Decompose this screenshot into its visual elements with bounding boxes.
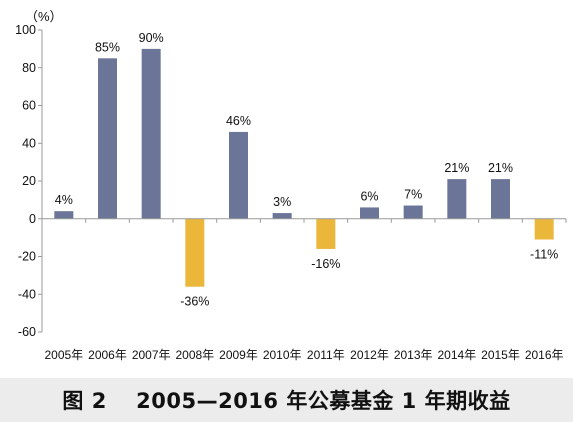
bar [98, 58, 117, 219]
bar-chart: （%） 100 80 60 40 20 0 -20 -40 -60 4% 85% 90% -36% 46… [15, 9, 567, 362]
bar [491, 179, 510, 219]
bar [316, 218, 336, 249]
bar [54, 211, 74, 219]
figure-caption: 图 2 2005—2016 年公募基金 1 年期收益 [0, 378, 573, 422]
y-ticks: 100 80 60 40 20 0 -20 -40 -60 [15, 23, 42, 339]
x-ticks: 2005年 2006年 2007年 2008年 2009年 2010年 2011年 2012年… [44, 348, 563, 362]
y-tick-label: 60 [22, 99, 36, 113]
x-tick-label: 2016年 [525, 348, 564, 362]
bar [403, 205, 423, 219]
x-tick-label: 2012年 [350, 348, 389, 362]
y-tick-label: -40 [18, 287, 36, 301]
x-tick-label: 2010年 [263, 348, 302, 362]
data-label: 6% [360, 189, 378, 203]
x-tick-label: 2007年 [132, 348, 171, 362]
data-labels: 4% 85% 90% -36% 46% 3% -16% 6% 7% 21% 21% -11% [55, 31, 559, 309]
y-tick-label: 0 [29, 212, 36, 226]
data-label: -16% [311, 257, 340, 271]
x-tick-label: 2008年 [175, 348, 214, 362]
bars [54, 48, 554, 287]
y-tick-label: -60 [18, 325, 36, 339]
bar [360, 207, 379, 219]
data-label: 4% [55, 193, 73, 207]
bar [229, 131, 248, 219]
bar [141, 48, 161, 219]
bar [185, 218, 205, 287]
data-label: 21% [488, 161, 513, 175]
bar [447, 179, 467, 219]
x-tick-label: 2011年 [307, 348, 345, 362]
y-tick-label: 20 [22, 174, 36, 188]
y-unit-label: （%） [25, 9, 63, 24]
data-label: -36% [180, 295, 209, 309]
data-label: 7% [404, 188, 422, 202]
data-label: 21% [444, 161, 469, 175]
x-tick-label: 2006年 [88, 348, 127, 362]
y-tick-label: -20 [18, 250, 36, 264]
x-tick-label: 2009年 [219, 348, 258, 362]
bar [272, 213, 292, 219]
x-tick-label: 2005年 [44, 348, 83, 362]
data-label: 3% [273, 195, 291, 209]
y-tick-label: 40 [22, 136, 36, 150]
x-tick-label: 2013年 [394, 348, 433, 362]
x-tick-label: 2015年 [481, 348, 520, 362]
data-label: 90% [139, 31, 164, 45]
data-label: 85% [95, 40, 120, 54]
bar [534, 218, 554, 240]
data-label: 46% [226, 114, 251, 128]
x-tick-label: 2014年 [437, 348, 476, 362]
axes [41, 30, 567, 332]
y-tick-label: 80 [22, 61, 36, 75]
chart-svg: （%） 100 80 60 40 20 0 -20 -40 -60 4% 85% 90% -36% 46… [15, 9, 567, 362]
y-tick-label: 100 [15, 23, 36, 37]
data-label: -11% [530, 248, 558, 262]
